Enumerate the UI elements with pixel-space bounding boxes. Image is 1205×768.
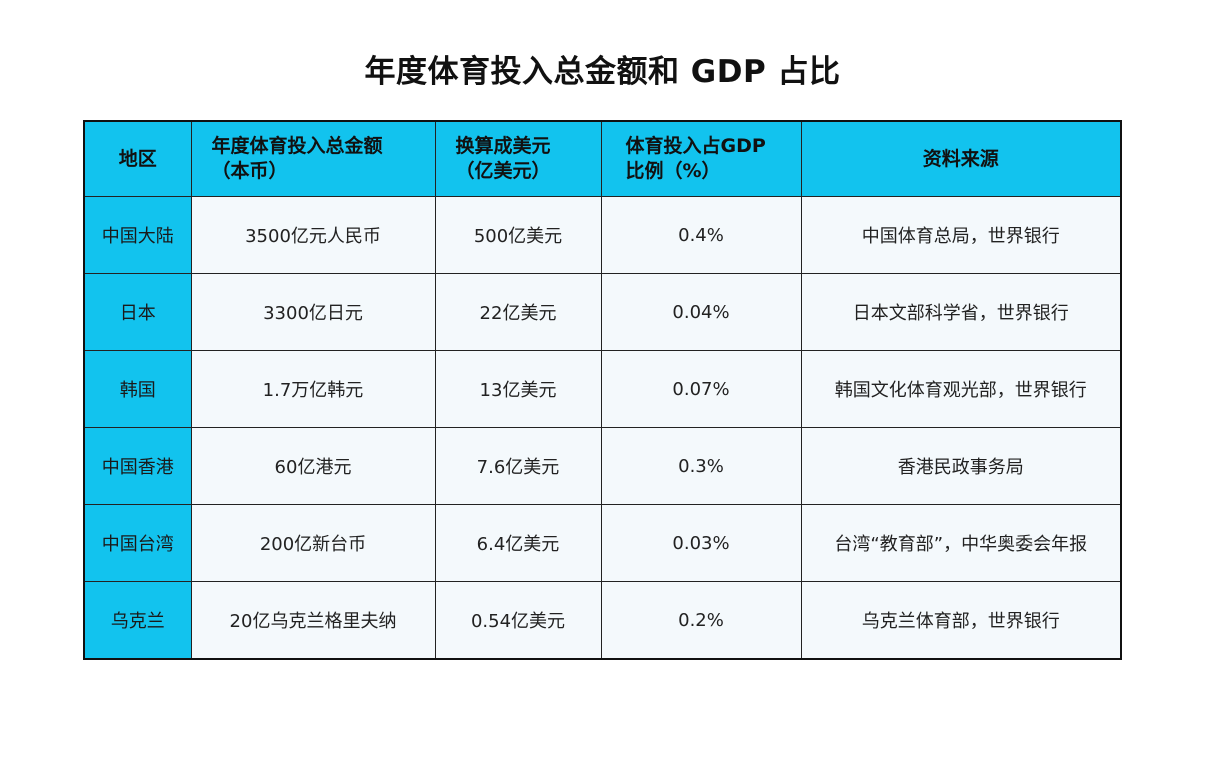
cell-source: 香港民政事务局 [800, 427, 1122, 505]
cell-region: 日本 [83, 273, 192, 351]
cell-usd-amount: 500亿美元 [434, 196, 602, 274]
header-usd-amount: 换算成美元 （亿美元） [434, 120, 602, 197]
table-row: 日本 3300亿日元 22亿美元 0.04% 日本文部科学省，世界银行 [83, 273, 1122, 351]
header-gdp-ratio: 体育投入占GDP 比例（%） [600, 120, 802, 197]
table-row: 韩国 1.7万亿韩元 13亿美元 0.07% 韩国文化体育观光部，世界银行 [83, 350, 1122, 428]
cell-gdp-ratio: 0.3% [600, 427, 802, 505]
cell-gdp-ratio: 0.07% [600, 350, 802, 428]
header-usd-amount-text: 换算成美元 （亿美元） [455, 135, 551, 182]
header-local-amount-text: 年度体育投入总金额 （本币） [211, 135, 383, 182]
cell-source: 乌克兰体育部，世界银行 [800, 581, 1122, 660]
cell-usd-amount: 13亿美元 [434, 350, 602, 428]
page-title: 年度体育投入总金额和 GDP 占比 [364, 54, 841, 90]
table-header-row: 地区 年度体育投入总金额 （本币） 换算成美元 （亿美元） 体育投入占GDP 比… [83, 120, 1122, 197]
cell-local-amount: 20亿乌克兰格里夫纳 [190, 581, 436, 660]
cell-source: 台湾“教育部”，中华奥委会年报 [800, 504, 1122, 582]
header-local-amount: 年度体育投入总金额 （本币） [190, 120, 436, 197]
cell-source: 中国体育总局，世界银行 [800, 196, 1122, 274]
table-row: 乌克兰 20亿乌克兰格里夫纳 0.54亿美元 0.2% 乌克兰体育部，世界银行 [83, 581, 1122, 660]
cell-region: 乌克兰 [83, 581, 192, 660]
cell-region: 中国香港 [83, 427, 192, 505]
cell-local-amount: 60亿港元 [190, 427, 436, 505]
cell-local-amount: 3300亿日元 [190, 273, 436, 351]
sports-investment-table: 地区 年度体育投入总金额 （本币） 换算成美元 （亿美元） 体育投入占GDP 比… [83, 120, 1122, 660]
cell-gdp-ratio: 0.03% [600, 504, 802, 582]
cell-region: 中国台湾 [83, 504, 192, 582]
cell-usd-amount: 22亿美元 [434, 273, 602, 351]
cell-gdp-ratio: 0.4% [600, 196, 802, 274]
cell-local-amount: 200亿新台币 [190, 504, 436, 582]
cell-source: 日本文部科学省，世界银行 [800, 273, 1122, 351]
cell-local-amount: 1.7万亿韩元 [190, 350, 436, 428]
header-region: 地区 [83, 120, 192, 197]
cell-gdp-ratio: 0.2% [600, 581, 802, 660]
cell-source: 韩国文化体育观光部，世界银行 [800, 350, 1122, 428]
cell-local-amount: 3500亿元人民币 [190, 196, 436, 274]
cell-gdp-ratio: 0.04% [600, 273, 802, 351]
cell-region: 中国大陆 [83, 196, 192, 274]
cell-region: 韩国 [83, 350, 192, 428]
cell-usd-amount: 0.54亿美元 [434, 581, 602, 660]
header-gdp-ratio-text: 体育投入占GDP 比例（%） [625, 135, 766, 182]
table-row: 中国大陆 3500亿元人民币 500亿美元 0.4% 中国体育总局，世界银行 [83, 196, 1122, 274]
header-source: 资料来源 [800, 120, 1122, 197]
table-row: 中国台湾 200亿新台币 6.4亿美元 0.03% 台湾“教育部”，中华奥委会年… [83, 504, 1122, 582]
cell-usd-amount: 6.4亿美元 [434, 504, 602, 582]
table-row: 中国香港 60亿港元 7.6亿美元 0.3% 香港民政事务局 [83, 427, 1122, 505]
cell-usd-amount: 7.6亿美元 [434, 427, 602, 505]
